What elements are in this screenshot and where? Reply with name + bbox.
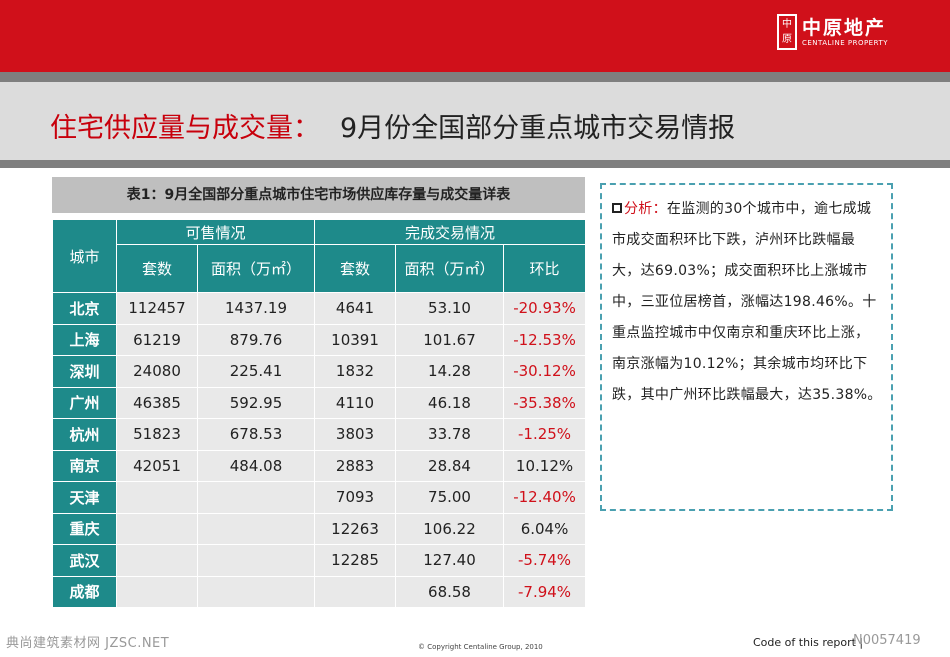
deal-units-cell: 12263 (314, 512, 397, 545)
analysis-label: 分析： (624, 201, 667, 217)
logo-name-cn: 中原地产 (801, 16, 886, 39)
centaline-logo: 中原 中原地产 CENTALINE PROPERTY (776, 14, 888, 50)
deal-area-cell: 46.18 (395, 386, 505, 419)
change-cell: -35.38% (503, 386, 587, 419)
supply-area-cell: 1437.19 (196, 292, 316, 325)
change-cell: 10.12% (503, 449, 587, 482)
supply-area-cell (196, 512, 316, 545)
supply-units-cell: 112457 (116, 292, 198, 325)
supply-units-cell: 51823 (116, 418, 198, 451)
deal-area-cell: 101.67 (395, 323, 505, 356)
deal-area-cell: 106.22 (395, 512, 505, 545)
table-row: 南京 42051 484.08 2883 28.84 10.12% (52, 449, 587, 482)
deal-units-cell: 4641 (314, 292, 397, 325)
supply-area-cell: 879.76 (196, 323, 316, 356)
supply-units-cell: 24080 (116, 355, 198, 388)
city-cell: 北京 (52, 292, 117, 325)
city-cell: 天津 (52, 481, 117, 514)
supply-area-cell: 592.95 (196, 386, 316, 419)
copyright: © Copyright Centaline Group, 2010 (418, 643, 543, 651)
change-cell: -12.40% (503, 481, 587, 514)
watermark: 典尚建筑素材网 JZSC.NET (6, 636, 170, 651)
deal-area-cell: 68.58 (395, 575, 505, 608)
table-row: 深圳 24080 225.41 1832 14.28 -30.12% (52, 355, 587, 388)
supply-units-cell: 61219 (116, 323, 198, 356)
supply-units-cell (116, 481, 198, 514)
supply-area-cell (196, 481, 316, 514)
title-bar: 住宅供应量与成交量： 9月份全国部分重点城市交易情报 (0, 72, 950, 168)
deal-units-cell: 3803 (314, 418, 397, 451)
city-cell: 深圳 (52, 355, 117, 388)
report-code-label: Code of this report | (753, 636, 864, 649)
change-cell: -7.94% (503, 575, 587, 608)
change-cell: -1.25% (503, 418, 587, 451)
table-row: 成都 68.58 -7.94% (52, 575, 587, 608)
header-deal-units: 套数 (314, 244, 397, 293)
change-cell: -5.74% (503, 544, 587, 577)
deal-units-cell (314, 575, 397, 608)
city-cell: 广州 (52, 386, 117, 419)
city-cell: 成都 (52, 575, 117, 608)
table-row: 上海 61219 879.76 10391 101.67 -12.53% (52, 323, 587, 356)
table-row: 广州 46385 592.95 4110 46.18 -35.38% (52, 386, 587, 419)
header-supply: 可售情况 (115, 219, 316, 245)
supply-units-cell (116, 544, 198, 577)
table-row: 北京 112457 1437.19 4641 53.10 -20.93% (52, 292, 587, 325)
analysis-text: 在监测的30个城市中，逾七成城市成交面积环比下跌，泸州环比跌幅最大，达69.03… (612, 201, 882, 403)
header-deal-area: 面积（万㎡） (395, 244, 505, 293)
supply-area-cell (196, 575, 316, 608)
deal-units-cell: 10391 (314, 323, 397, 356)
header-deal: 完成交易情况 (314, 219, 587, 245)
supply-area-cell: 678.53 (196, 418, 316, 451)
city-cell: 杭州 (52, 418, 117, 451)
analysis-box: 分析：在监测的30个城市中，逾七成城市成交面积环比下跌，泸州环比跌幅最大，达69… (600, 183, 893, 511)
deal-units-cell: 1832 (314, 355, 397, 388)
supply-units-cell (116, 512, 198, 545)
checkbox-square-icon (612, 203, 622, 213)
deal-units-cell: 12285 (314, 544, 397, 577)
change-cell: -30.12% (503, 355, 587, 388)
supply-units-cell: 46385 (116, 386, 198, 419)
change-cell: -12.53% (503, 323, 587, 356)
supply-area-cell: 225.41 (196, 355, 316, 388)
city-transaction-table: 城市 可售情况 完成交易情况 套数 面积（万㎡） 套数 面积（万㎡） 环比 北京… (52, 219, 587, 608)
slide-title: 9月份全国部分重点城市交易情报 (340, 113, 736, 144)
city-cell: 武汉 (52, 544, 117, 577)
slide-title-highlight: 住宅供应量与成交量： (50, 113, 320, 144)
deal-units-cell: 7093 (314, 481, 397, 514)
top-banner: 中原 中原地产 CENTALINE PROPERTY (0, 0, 950, 72)
deal-area-cell: 33.78 (395, 418, 505, 451)
logo-name-en: CENTALINE PROPERTY (801, 38, 888, 47)
table-row: 天津 7093 75.00 -12.40% (52, 481, 587, 514)
deal-units-cell: 4110 (314, 386, 397, 419)
city-cell: 重庆 (52, 512, 117, 545)
change-cell: 6.04% (503, 512, 587, 545)
change-cell: -20.93% (503, 292, 587, 325)
table-row: 杭州 51823 678.53 3803 33.78 -1.25% (52, 418, 587, 451)
header-supply-units: 套数 (116, 244, 198, 293)
supply-area-cell: 484.08 (196, 449, 316, 482)
table-caption: 表1：9月全国部分重点城市住宅市场供应库存量与成交量详表 (52, 177, 585, 213)
supply-units-cell: 42051 (116, 449, 198, 482)
supply-area-cell (196, 544, 316, 577)
header-supply-area: 面积（万㎡） (196, 244, 316, 293)
table-row: 重庆 12263 106.22 6.04% (52, 512, 587, 545)
supply-units-cell (116, 575, 198, 608)
deal-area-cell: 75.00 (395, 481, 505, 514)
city-cell: 南京 (52, 449, 117, 482)
table-row: 武汉 12285 127.40 -5.74% (52, 544, 587, 577)
deal-units-cell: 2883 (314, 449, 397, 482)
deal-area-cell: 127.40 (395, 544, 505, 577)
deal-area-cell: 53.10 (395, 292, 505, 325)
header-change: 环比 (503, 244, 587, 293)
deal-area-cell: 28.84 (395, 449, 505, 482)
city-cell: 上海 (52, 323, 117, 356)
header-city: 城市 (52, 219, 117, 293)
deal-area-cell: 14.28 (395, 355, 505, 388)
logo-seal-icon: 中原 (776, 14, 797, 50)
report-code-id: N0057419 (853, 633, 921, 648)
